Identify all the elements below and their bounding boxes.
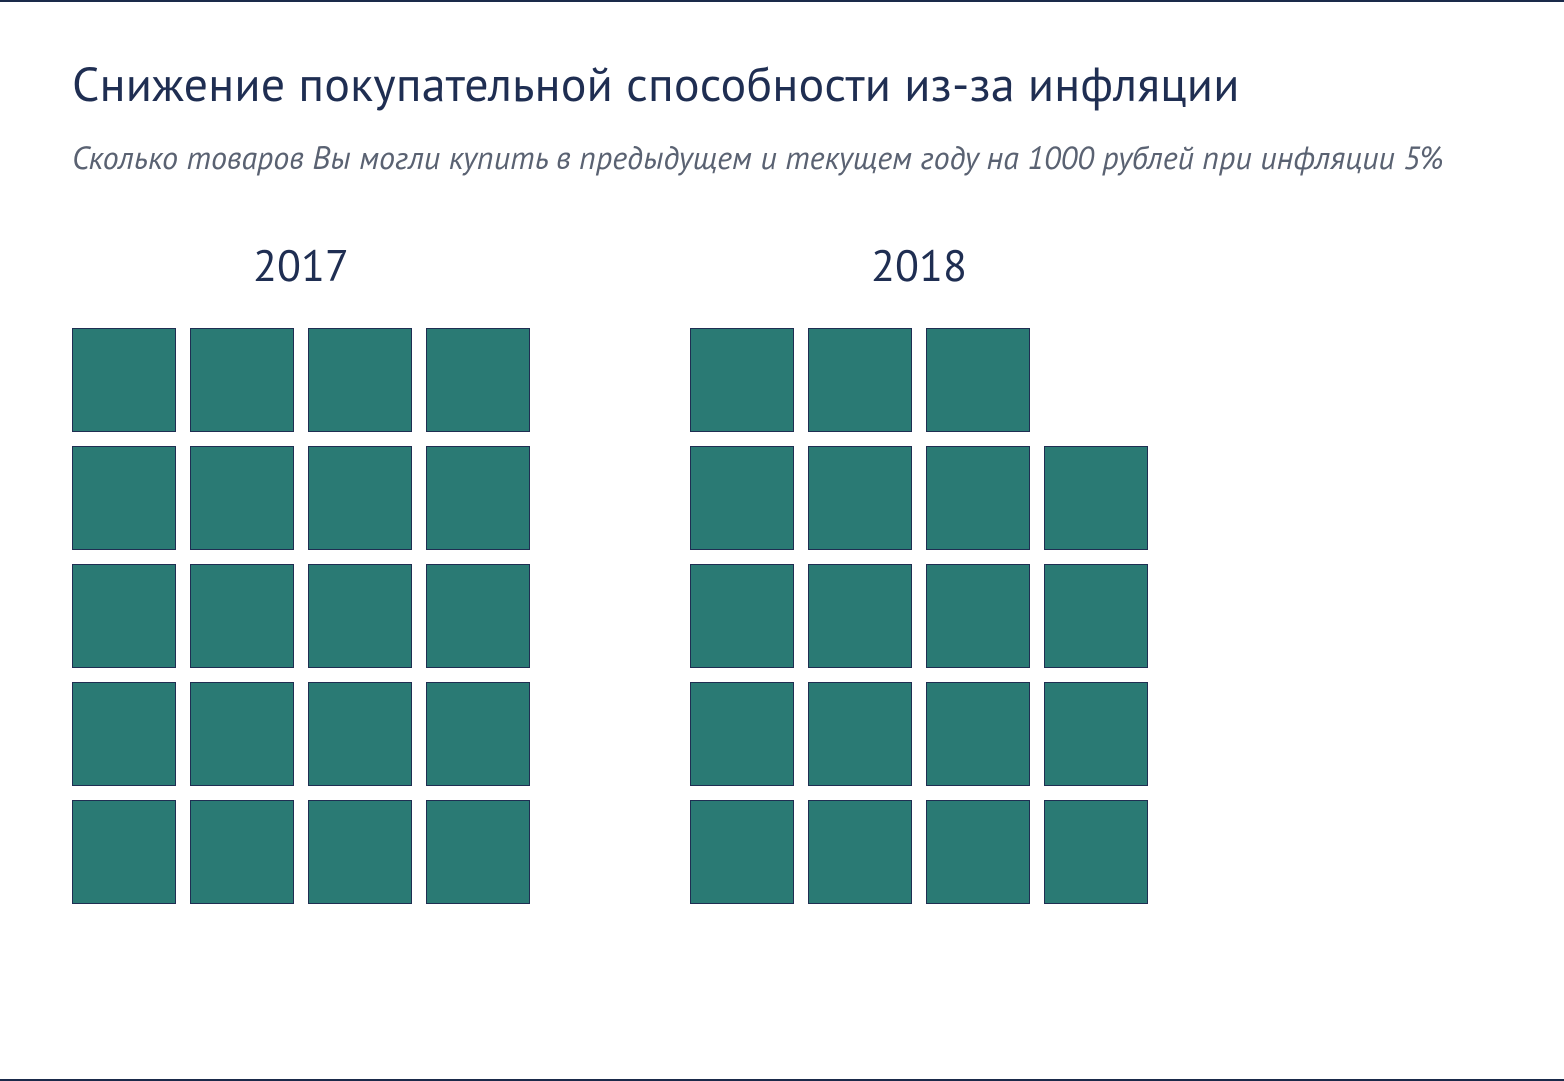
waffle-cell bbox=[808, 328, 912, 432]
waffle-cell bbox=[308, 328, 412, 432]
waffle-cell bbox=[690, 800, 794, 904]
chart-title: Снижение покупательной способности из-за… bbox=[72, 56, 1492, 114]
waffle-cell bbox=[690, 682, 794, 786]
waffle-panel: 2017 bbox=[72, 237, 530, 904]
waffle-cell bbox=[808, 564, 912, 668]
waffle-cell bbox=[308, 682, 412, 786]
waffle-cell bbox=[190, 328, 294, 432]
waffle-cell bbox=[426, 682, 530, 786]
waffle-cell bbox=[690, 564, 794, 668]
waffle-cell bbox=[426, 446, 530, 550]
waffle-cell bbox=[1044, 564, 1148, 668]
waffle-cell bbox=[808, 800, 912, 904]
waffle-panel: 2018 bbox=[690, 237, 1148, 904]
waffle-cell bbox=[72, 564, 176, 668]
waffle-cell bbox=[1044, 800, 1148, 904]
waffle-cell bbox=[308, 800, 412, 904]
panel-year-label: 2018 bbox=[871, 237, 967, 294]
panel-year-label: 2017 bbox=[253, 237, 349, 294]
waffle-cell bbox=[690, 446, 794, 550]
waffle-cell bbox=[190, 800, 294, 904]
waffle-cell bbox=[190, 564, 294, 668]
waffle-cell bbox=[808, 446, 912, 550]
waffle-cell bbox=[308, 446, 412, 550]
waffle-cell bbox=[426, 800, 530, 904]
waffle-cell bbox=[72, 328, 176, 432]
waffle-cell bbox=[1044, 446, 1148, 550]
waffle-cell bbox=[926, 800, 1030, 904]
waffle-cell bbox=[190, 446, 294, 550]
chart-subtitle: Сколько товаров Вы могли купить в предыд… bbox=[72, 136, 1472, 179]
waffle-cell bbox=[926, 564, 1030, 668]
waffle-cell bbox=[72, 446, 176, 550]
waffle-cell bbox=[72, 800, 176, 904]
waffle-cell bbox=[1044, 682, 1148, 786]
waffle-cell bbox=[308, 564, 412, 668]
waffle-cell bbox=[690, 328, 794, 432]
waffle-cell bbox=[926, 682, 1030, 786]
waffle-panels: 2017 2018 bbox=[72, 237, 1492, 904]
waffle-cell bbox=[72, 682, 176, 786]
waffle-cell bbox=[190, 682, 294, 786]
waffle-cell bbox=[1044, 328, 1148, 432]
waffle-cell bbox=[426, 328, 530, 432]
waffle-cell bbox=[926, 328, 1030, 432]
waffle-grid bbox=[72, 328, 530, 904]
waffle-cell bbox=[926, 446, 1030, 550]
waffle-cell bbox=[426, 564, 530, 668]
infographic-frame: Снижение покупательной способности из-за… bbox=[0, 0, 1564, 1081]
waffle-grid bbox=[690, 328, 1148, 904]
waffle-cell bbox=[808, 682, 912, 786]
